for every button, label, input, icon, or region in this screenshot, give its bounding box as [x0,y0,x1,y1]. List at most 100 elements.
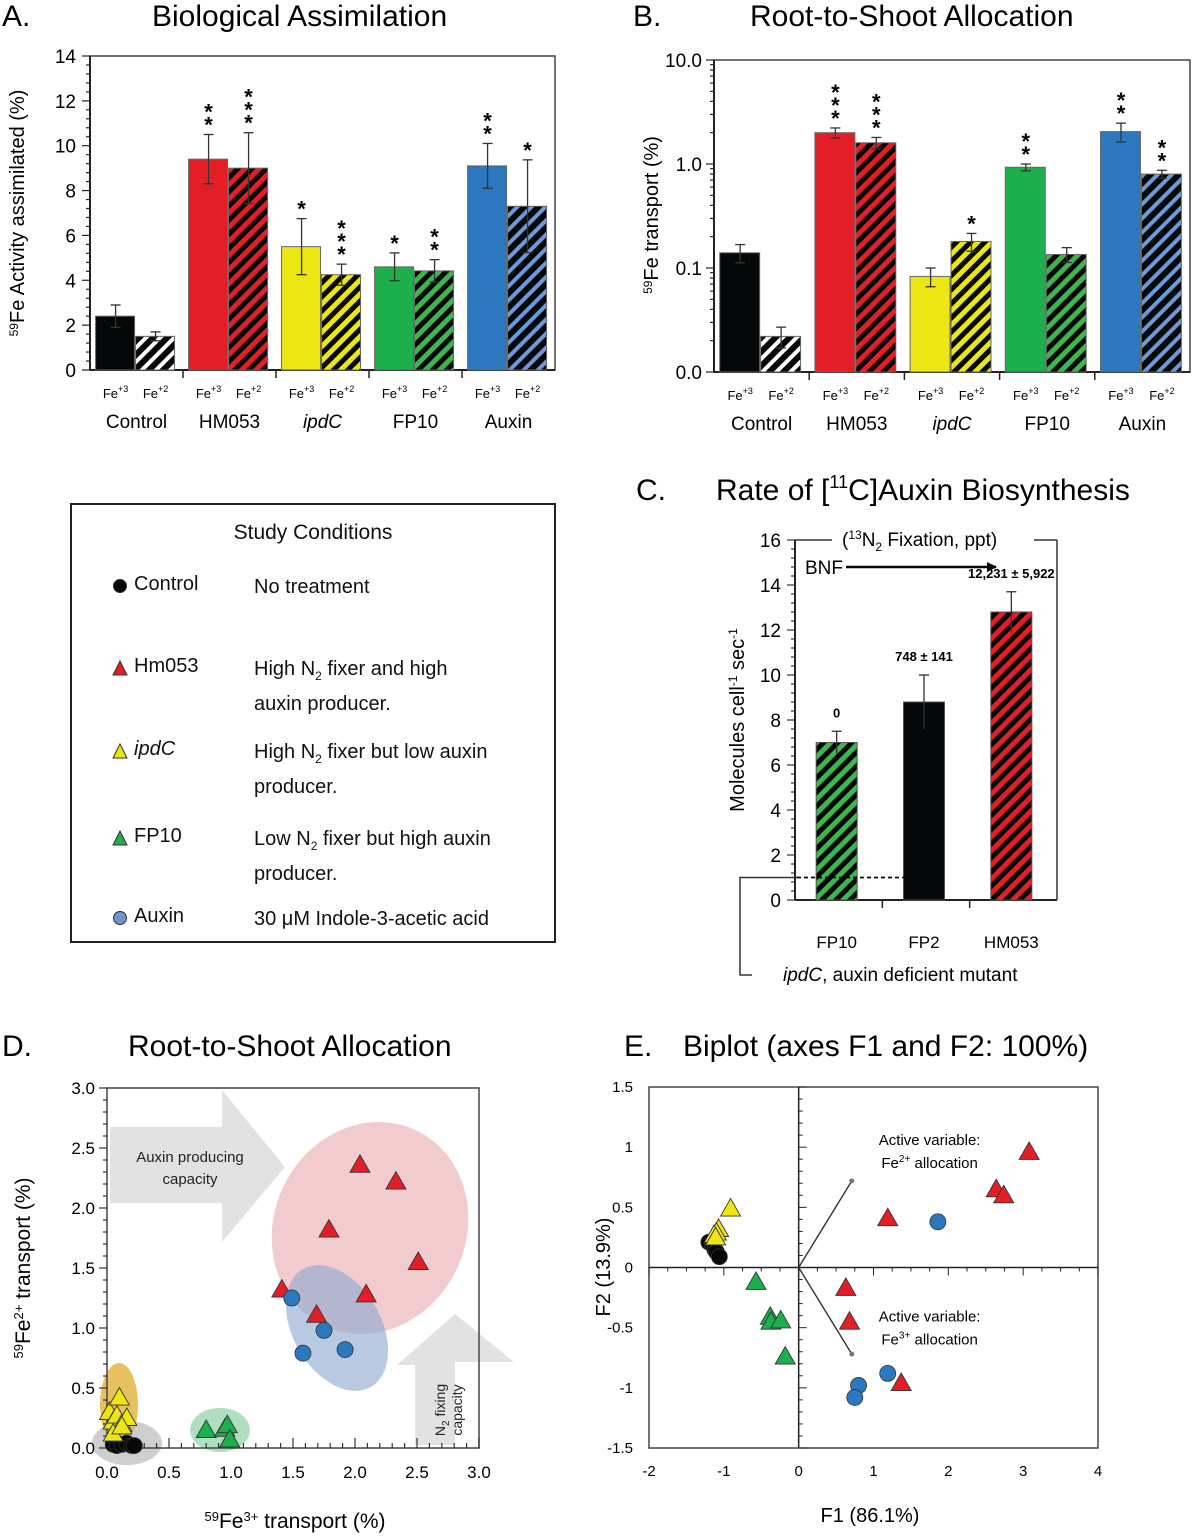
e-vector-label-line2: Fe2+ allocation [881,1154,977,1172]
b-x-sub-label: Fe+2 [1054,386,1079,403]
b-significance-star: * [1117,101,1126,126]
sub-label-base: Fe [727,388,742,403]
n2-capacity-label-line2: capacity [449,1384,465,1435]
triangle-marker-icon [112,660,128,676]
d-point-hm053 [349,1153,371,1173]
panel-e-points [700,1141,1040,1406]
a-significance-star: * [337,242,346,267]
b-significance-star: * [1158,135,1167,160]
e-x-tick-label: 1 [869,1463,877,1480]
b-bar-ipdc-fe3 [909,275,951,373]
sub-label-sup: +3 [118,384,128,394]
b-y-tick-label: 10.0 [665,51,702,72]
triangle-marker-icon [112,830,128,846]
a-significance-star: * [337,216,346,241]
e-point-hm053 [1018,1141,1040,1160]
panel-c-footnote: ipdC, auxin deficient mutant [783,965,1018,986]
a-significance-star: * [244,98,253,123]
panel-a-title: Biological Assimilation [152,0,447,33]
a-bar-auxin-fe3 [467,165,508,371]
a-significance-star: * [523,138,532,163]
panel-e-biplot: E. Biplot (axes F1 and F2: 100%) F2 (13.… [593,1030,1102,1527]
e-point-hm053 [992,1184,1015,1204]
e-point-ipdc [704,1226,727,1246]
a-bar-ipdc-fe2 [321,274,362,371]
a-significance-star: * [204,113,213,138]
d-x-tick-label: 1.0 [219,1463,243,1482]
sub-label-sup: +2 [974,386,984,396]
sub-label-sup: +2 [437,384,447,394]
sub-label-sup: +2 [1069,386,1079,396]
a-significance-star: * [430,238,439,263]
e-vector-end [849,1178,855,1184]
legend-item-name: ipdC [134,738,176,760]
sub-label-sup: +3 [743,386,753,396]
sub-label-base: Fe [103,386,118,401]
a-y-tick-label: 8 [65,182,76,203]
sub-label-sup: +3 [490,384,500,394]
n2-capacity-arrow [397,1314,514,1445]
a-y-tick-label: 0 [65,361,76,382]
sub-label-sup: +3 [1123,386,1133,396]
sub-label-sup: +2 [344,384,354,394]
b-y-tick-label: 1.0 [676,155,702,176]
a-x-sub-label: Fe+3 [475,384,500,401]
a-y-tick-label: 2 [65,316,76,337]
sub-label-base: Fe [289,386,304,401]
sub-label-base: Fe [329,386,344,401]
sub-label-sup: +3 [933,386,943,396]
a-bar-fp10-fe2 [414,270,455,371]
panel-d-title: Root-to-Shoot Allocation [128,1030,452,1063]
label-sup: 2+ [899,1154,911,1165]
sub-label-sup: +2 [158,384,168,394]
legend-item-description: 30 μM Indole-3-acetic acid [254,908,489,930]
panel-e-xlabel: F1 (86.1%) [821,1505,920,1527]
b-y-tick-label: 0.1 [676,259,702,280]
panel-d-background: Auxin producing capacity N2 fixing capac… [92,1090,514,1465]
a-x-sub-label: Fe+2 [236,384,261,401]
d-point-ipdc [108,1386,131,1406]
a-x-sub-label: Fe+2 [422,384,447,401]
a-y-tick-label: 14 [55,47,77,68]
d-point-auxin [336,1341,354,1358]
a-significance-star: * [483,121,492,146]
b-significance-star: * [831,93,840,118]
panel-e-label: E. [624,1030,652,1063]
e-point-control [710,1248,728,1266]
c-y-tick-label: 16 [760,531,781,552]
e-x-tick-label: 4 [1094,1463,1102,1480]
e-vector-label-line2: Fe3+ allocation [881,1331,977,1349]
sub-label-base: Fe [959,388,974,403]
e-point-auxin [879,1364,897,1382]
a-significance-star: * [483,108,492,133]
e-point-fp10 [769,1309,792,1329]
d-y-tick-label: 0.0 [71,1439,95,1458]
sub-label-base: Fe [918,388,933,403]
c-x-tick-label: FP10 [816,933,857,952]
sub-label-base: Fe [864,388,879,403]
sub-label-base: Fe [143,386,158,401]
b-bar-hm053-fe2 [855,142,897,373]
sub-label-base: Fe [196,386,211,401]
panel-b-label: B. [633,0,661,33]
b-x-sub-label: Fe+3 [1108,386,1133,403]
legend-item-description: Low N2 fixer but high auxin producer. [254,828,491,885]
e-point-fp10 [774,1345,796,1365]
panel-d-points [98,1153,430,1454]
e-y-tick-label: 1 [625,1139,633,1156]
e-x-tick-label: 2 [944,1463,952,1480]
b-significance-star: * [872,102,881,127]
panel-d-axes: 0.0 0.5 1.0 1.5 2.0 2.5 3.0 0.0 0.5 1.0 1.5 2.0 2.5 3… [71,1079,490,1482]
c-x-tick-label: HM053 [984,933,1039,952]
b-x-sub-label: Fe+3 [918,386,943,403]
a-y-tick-label: 6 [65,226,76,247]
panel-e-axes: -2 -1 0 1 2 3 4 -1.5 -1 -0.5 0 0.5 1 1.5 [607,1079,1102,1480]
b-bar-control-fe3 [719,252,761,373]
a-x-group-label: Auxin [485,412,533,433]
e-point-auxin [846,1389,864,1406]
panel-b-ylabel: 59Fe transport (%) [641,136,663,294]
sub-label-base: Fe [1054,388,1069,403]
sub-label-sup: +2 [530,384,540,394]
d-x-tick-label: 3.0 [467,1463,491,1482]
panel-b-title: Root-to-Shoot Allocation [750,0,1074,33]
